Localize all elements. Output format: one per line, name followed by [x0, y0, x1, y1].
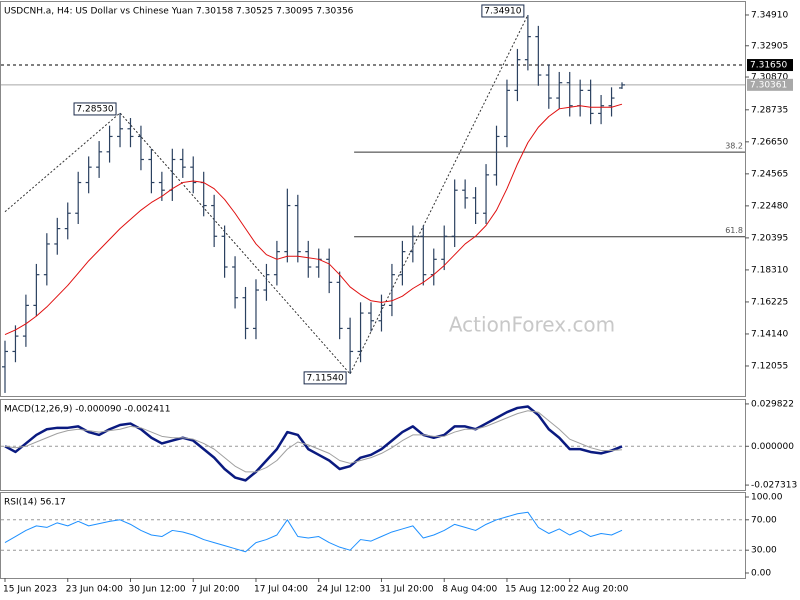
- x-tick-label: 31 Jul 20:00: [379, 585, 433, 595]
- y-tick-label: 0.00: [751, 568, 771, 578]
- annotation-box: [481, 4, 525, 18]
- price-label-box: [747, 59, 793, 72]
- panel-frame: [0, 399, 746, 491]
- y-tick-label: 7.24565: [751, 169, 788, 179]
- y-tick-label: -0.027313: [751, 481, 797, 491]
- x-tick-label: 24 Jul 12:00: [317, 585, 371, 595]
- y-tick-label: 7.32905: [751, 41, 788, 51]
- y-tick-label: 7.30870: [751, 73, 788, 83]
- x-tick-label: 22 Aug 20:00: [568, 585, 629, 595]
- annotation-label: 7.11540: [306, 373, 343, 383]
- fib-label: 38.2: [725, 142, 743, 151]
- y-tick-label: 100.00: [751, 493, 783, 503]
- x-tick-label: 17 Jul 04:00: [254, 585, 308, 595]
- y-tick-label: 7.20395: [751, 233, 788, 243]
- annotation-box: [73, 102, 117, 116]
- panel-title: RSI(14) 56.17: [4, 498, 66, 508]
- series-line: [4, 410, 623, 473]
- panel-title: MACD(12,26,9) -0.000090 -0.002411: [4, 405, 170, 415]
- x-tick-label: 15 Jun 2023: [3, 585, 57, 595]
- annotation-label: 7.34910: [484, 6, 521, 16]
- y-tick-label: 7.14140: [751, 329, 788, 339]
- annotation-box: [303, 371, 347, 385]
- panel-frame: [0, 492, 746, 579]
- y-tick-label: 7.28735: [751, 105, 788, 115]
- panel-frame: [0, 1, 746, 397]
- y-tick-label: 7.26650: [751, 137, 788, 147]
- series-line: [4, 405, 623, 482]
- y-tick-label: 7.12055: [751, 361, 788, 371]
- price-label: 7.30361: [750, 80, 787, 90]
- y-tick-label: 0.029822: [751, 399, 794, 409]
- price-label: 7.31650: [750, 61, 787, 71]
- x-tick-label: 7 Jul 20:00: [191, 585, 240, 595]
- panel-title: USDCNH.a, H4: US Dollar vs Chinese Yuan …: [4, 7, 354, 17]
- y-tick-label: 0.000000: [751, 442, 794, 452]
- annotation-label: 7.28530: [76, 104, 113, 114]
- fib-label: 61.8: [725, 226, 743, 235]
- zigzag: [4, 14, 529, 375]
- x-tick-label: 8 Aug 04:00: [442, 585, 497, 595]
- y-tick-label: 30.00: [751, 546, 777, 556]
- watermark: ActionForex.com: [449, 313, 615, 337]
- series-line: [4, 511, 623, 553]
- y-tick-label: 7.34910: [751, 10, 788, 20]
- y-tick-label: 7.16225: [751, 297, 788, 307]
- price-label-box: [747, 78, 793, 91]
- x-tick-label: 30 Jun 12:00: [128, 585, 185, 595]
- y-tick-label: 7.18310: [751, 265, 788, 275]
- y-tick-label: 70.00: [751, 515, 777, 525]
- x-tick-label: 23 Jun 04:00: [66, 585, 123, 595]
- x-tick-label: 15 Aug 12:00: [505, 585, 566, 595]
- y-tick-label: 7.22480: [751, 201, 788, 211]
- series-line: [4, 103, 623, 336]
